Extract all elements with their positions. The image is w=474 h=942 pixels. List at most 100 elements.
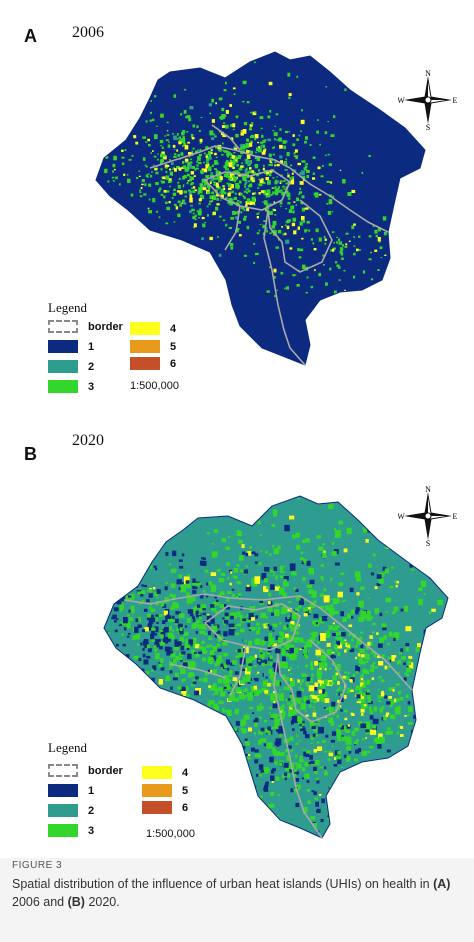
raster-cell [182, 714, 189, 722]
raster-cell [295, 742, 299, 745]
raster-cell [388, 633, 393, 637]
raster-cell [370, 572, 375, 576]
raster-cell [186, 693, 190, 698]
raster-cell [218, 178, 222, 183]
raster-cell [228, 191, 231, 194]
raster-cell [217, 648, 222, 652]
raster-cell [233, 170, 237, 174]
raster-cell [228, 197, 233, 204]
raster-cell [284, 169, 287, 171]
raster-cell [301, 195, 305, 199]
raster-cell [290, 647, 294, 654]
raster-cell [389, 758, 396, 766]
raster-cell [294, 274, 297, 276]
raster-cell [261, 134, 264, 138]
raster-cell [310, 736, 315, 740]
raster-cell [258, 716, 262, 719]
raster-cell [298, 193, 300, 195]
raster-cell [146, 655, 151, 659]
raster-cell [243, 218, 247, 221]
raster-cell [168, 482, 171, 484]
raster-cell [378, 676, 382, 679]
raster-cell [119, 703, 126, 710]
raster-cell [257, 730, 262, 735]
raster-cell [269, 630, 273, 635]
raster-cell [261, 687, 267, 692]
raster-cell [119, 688, 125, 695]
raster-cell [154, 134, 158, 140]
raster-cell [219, 191, 223, 194]
raster-cell [373, 819, 378, 824]
raster-cell [162, 176, 166, 180]
raster-cell [166, 164, 170, 167]
raster-cell [209, 182, 212, 184]
raster-cell [355, 609, 359, 615]
raster-cell [161, 626, 164, 628]
raster-cell [179, 627, 183, 631]
raster-cell [269, 266, 272, 269]
raster-cell [185, 644, 189, 648]
raster-cell [334, 610, 339, 615]
raster-cell [276, 688, 282, 694]
raster-cell [72, 632, 75, 634]
raster-cell [330, 753, 333, 755]
raster-cell [315, 228, 319, 233]
raster-cell [352, 645, 354, 647]
raster-cell [367, 597, 370, 600]
raster-cell [222, 134, 227, 137]
raster-cell [83, 166, 86, 168]
raster-cell [355, 656, 358, 660]
raster-cell [279, 144, 283, 149]
raster-cell [246, 154, 251, 159]
raster-cell [431, 720, 433, 722]
raster-cell [351, 638, 354, 642]
raster-cell [170, 652, 176, 658]
raster-cell [327, 650, 331, 654]
raster-cell [111, 176, 115, 179]
raster-cell [243, 196, 246, 200]
raster-cell [201, 216, 205, 220]
raster-cell [271, 187, 274, 189]
raster-cell [333, 551, 337, 556]
raster-cell [316, 130, 319, 134]
raster-cell [292, 217, 296, 222]
raster-cell [219, 116, 222, 119]
raster-cell [164, 597, 170, 603]
map-scale: 1:500,000 [146, 828, 195, 840]
raster-cell [189, 176, 192, 178]
raster-cell [212, 693, 215, 696]
raster-cell [325, 282, 328, 286]
raster-cell [346, 755, 351, 761]
raster-cell [226, 562, 230, 566]
raster-cell [153, 95, 157, 98]
raster-cell [353, 236, 355, 239]
raster-cell [224, 675, 229, 679]
raster-cell [267, 624, 270, 627]
raster-cell [302, 767, 306, 772]
raster-cell [270, 693, 276, 701]
raster-cell [246, 191, 249, 194]
raster-cell [164, 69, 167, 72]
raster-cell [321, 664, 324, 667]
raster-cell [330, 502, 333, 505]
raster-cell [160, 113, 164, 118]
raster-cell [312, 242, 315, 245]
raster-cell [185, 161, 187, 164]
raster-cell [341, 736, 347, 741]
raster-cell [190, 204, 193, 207]
raster-cell [108, 680, 114, 688]
raster-cell [156, 643, 160, 648]
raster-cell [178, 587, 181, 590]
raster-cell [213, 714, 219, 718]
raster-cell [297, 679, 300, 683]
raster-cell [211, 191, 215, 194]
raster-cell [171, 725, 178, 730]
raster-cell [428, 737, 433, 742]
raster-cell [244, 168, 248, 173]
raster-cell [230, 772, 235, 776]
raster-cell [310, 692, 314, 695]
raster-cell [222, 687, 226, 690]
raster-cell [297, 226, 300, 230]
raster-cell [250, 170, 255, 174]
raster-cell [229, 104, 232, 107]
